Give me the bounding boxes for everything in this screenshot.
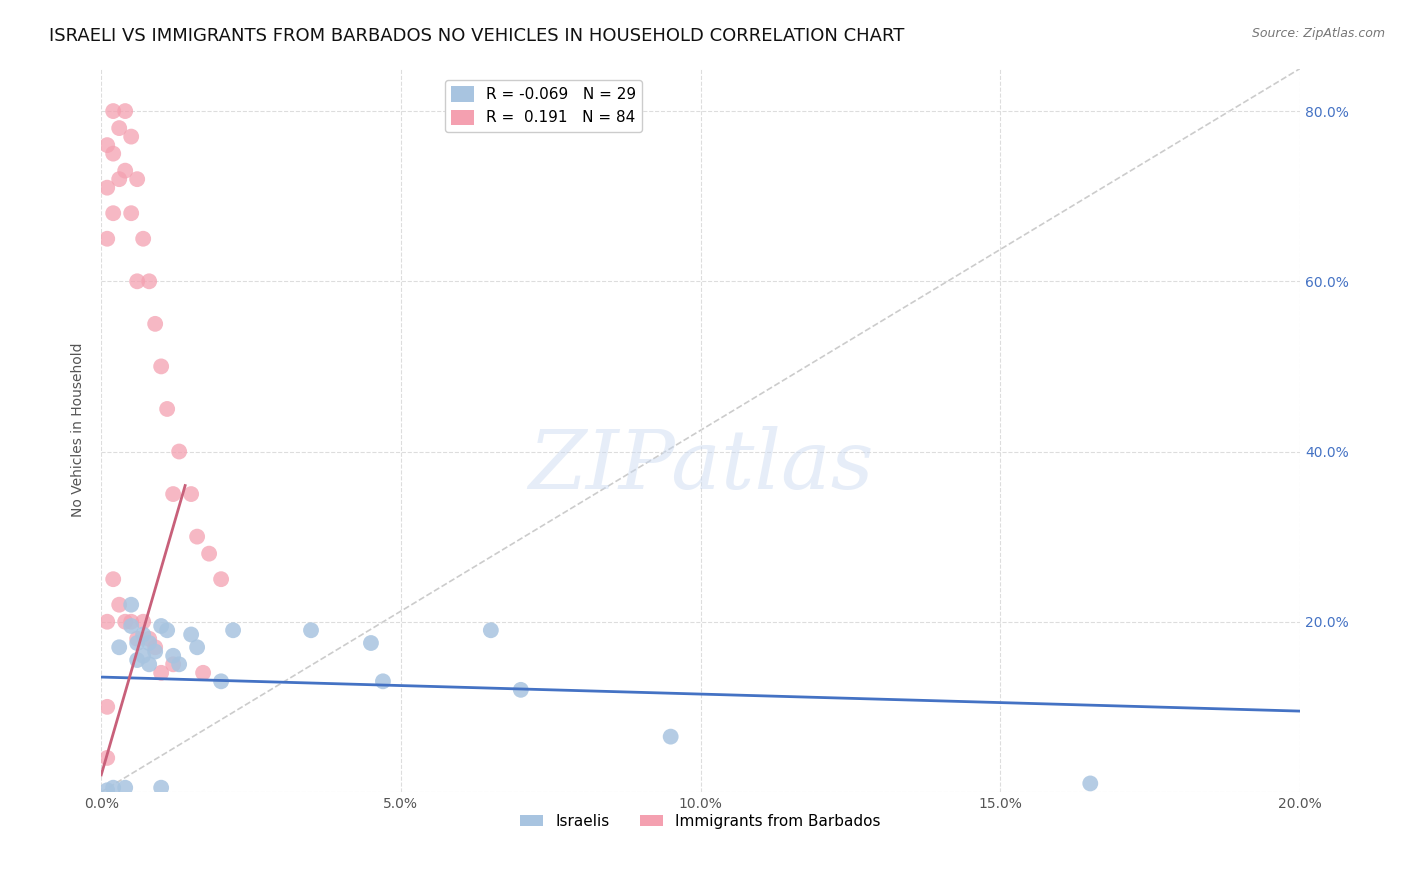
Point — [132, 232, 155, 246]
Point — [103, 780, 125, 795]
Point — [114, 615, 136, 629]
Point — [96, 699, 118, 714]
Point — [114, 104, 136, 119]
Point — [162, 648, 184, 663]
Point — [120, 206, 142, 220]
Point — [156, 624, 179, 638]
Point — [167, 444, 190, 458]
Point — [180, 627, 202, 641]
Point — [132, 615, 155, 629]
Point — [103, 146, 125, 161]
Point — [186, 640, 208, 655]
Point — [103, 104, 125, 119]
Point — [120, 598, 142, 612]
Point — [96, 232, 118, 246]
Point — [150, 780, 173, 795]
Point — [96, 180, 118, 194]
Point — [167, 657, 190, 672]
Point — [162, 657, 184, 672]
Point — [138, 636, 160, 650]
Point — [198, 547, 221, 561]
Point — [103, 206, 125, 220]
Point — [120, 619, 142, 633]
Point — [509, 682, 531, 697]
Point — [108, 598, 131, 612]
Point — [127, 632, 149, 646]
Legend: Israelis, Immigrants from Barbados: Israelis, Immigrants from Barbados — [515, 808, 887, 835]
Point — [96, 615, 118, 629]
Point — [108, 121, 131, 136]
Point — [132, 627, 155, 641]
Point — [191, 665, 214, 680]
Point — [150, 619, 173, 633]
Point — [108, 640, 131, 655]
Point — [222, 624, 245, 638]
Point — [186, 530, 208, 544]
Point — [371, 674, 394, 689]
Point — [138, 632, 160, 646]
Point — [127, 636, 149, 650]
Point — [156, 401, 179, 416]
Point — [96, 138, 118, 153]
Point — [114, 163, 136, 178]
Point — [127, 274, 149, 288]
Text: Source: ZipAtlas.com: Source: ZipAtlas.com — [1251, 27, 1385, 40]
Point — [114, 780, 136, 795]
Text: ISRAELI VS IMMIGRANTS FROM BARBADOS NO VEHICLES IN HOUSEHOLD CORRELATION CHART: ISRAELI VS IMMIGRANTS FROM BARBADOS NO V… — [49, 27, 904, 45]
Point — [180, 487, 202, 501]
Point — [143, 644, 166, 658]
Point — [143, 317, 166, 331]
Point — [143, 640, 166, 655]
Point — [209, 572, 232, 586]
Point — [103, 572, 125, 586]
Point — [479, 624, 502, 638]
Point — [132, 648, 155, 663]
Point — [138, 274, 160, 288]
Point — [150, 665, 173, 680]
Point — [127, 172, 149, 186]
Y-axis label: No Vehicles in Household: No Vehicles in Household — [72, 343, 86, 517]
Point — [127, 653, 149, 667]
Point — [150, 359, 173, 374]
Point — [138, 657, 160, 672]
Point — [659, 730, 682, 744]
Point — [299, 624, 322, 638]
Point — [162, 487, 184, 501]
Point — [96, 751, 118, 765]
Point — [360, 636, 382, 650]
Point — [1078, 776, 1101, 790]
Point — [96, 783, 118, 797]
Text: ZIPatlas: ZIPatlas — [527, 426, 873, 507]
Point — [120, 129, 142, 144]
Point — [209, 674, 232, 689]
Point — [120, 615, 142, 629]
Point — [108, 172, 131, 186]
